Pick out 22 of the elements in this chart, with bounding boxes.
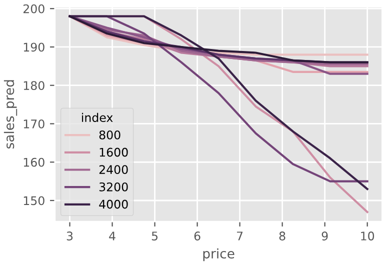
x-tick-label: 5 <box>152 232 158 240</box>
legend-title: index <box>82 112 113 122</box>
x-tick-label: 9 <box>322 232 328 240</box>
x-tick-label: 8 <box>279 232 286 240</box>
legend-label: 4000 <box>99 200 128 209</box>
y-axis-title: sales_pred <box>4 80 18 149</box>
y-tick-label: 150 <box>24 196 44 206</box>
x-tick-label: 3 <box>66 232 73 240</box>
legend-label: 800 <box>99 130 120 140</box>
y-tick-label: 170 <box>24 119 44 128</box>
y-tick-label: 180 <box>24 81 44 90</box>
x-tick-label: 6 <box>194 232 200 240</box>
x-axis-title: price <box>203 248 234 262</box>
legend-label: 2400 <box>99 165 128 174</box>
y-tick-label: 200 <box>23 4 44 14</box>
x-tick-label: 7 <box>237 232 243 240</box>
y-tick-label: 160 <box>24 158 44 167</box>
x-tick-label: 10 <box>361 232 374 240</box>
legend-label: 1600 <box>100 148 128 157</box>
x-tick-label: 4 <box>109 232 116 240</box>
legend-label: 3200 <box>99 182 128 192</box>
y-tick-label: 190 <box>24 42 44 52</box>
